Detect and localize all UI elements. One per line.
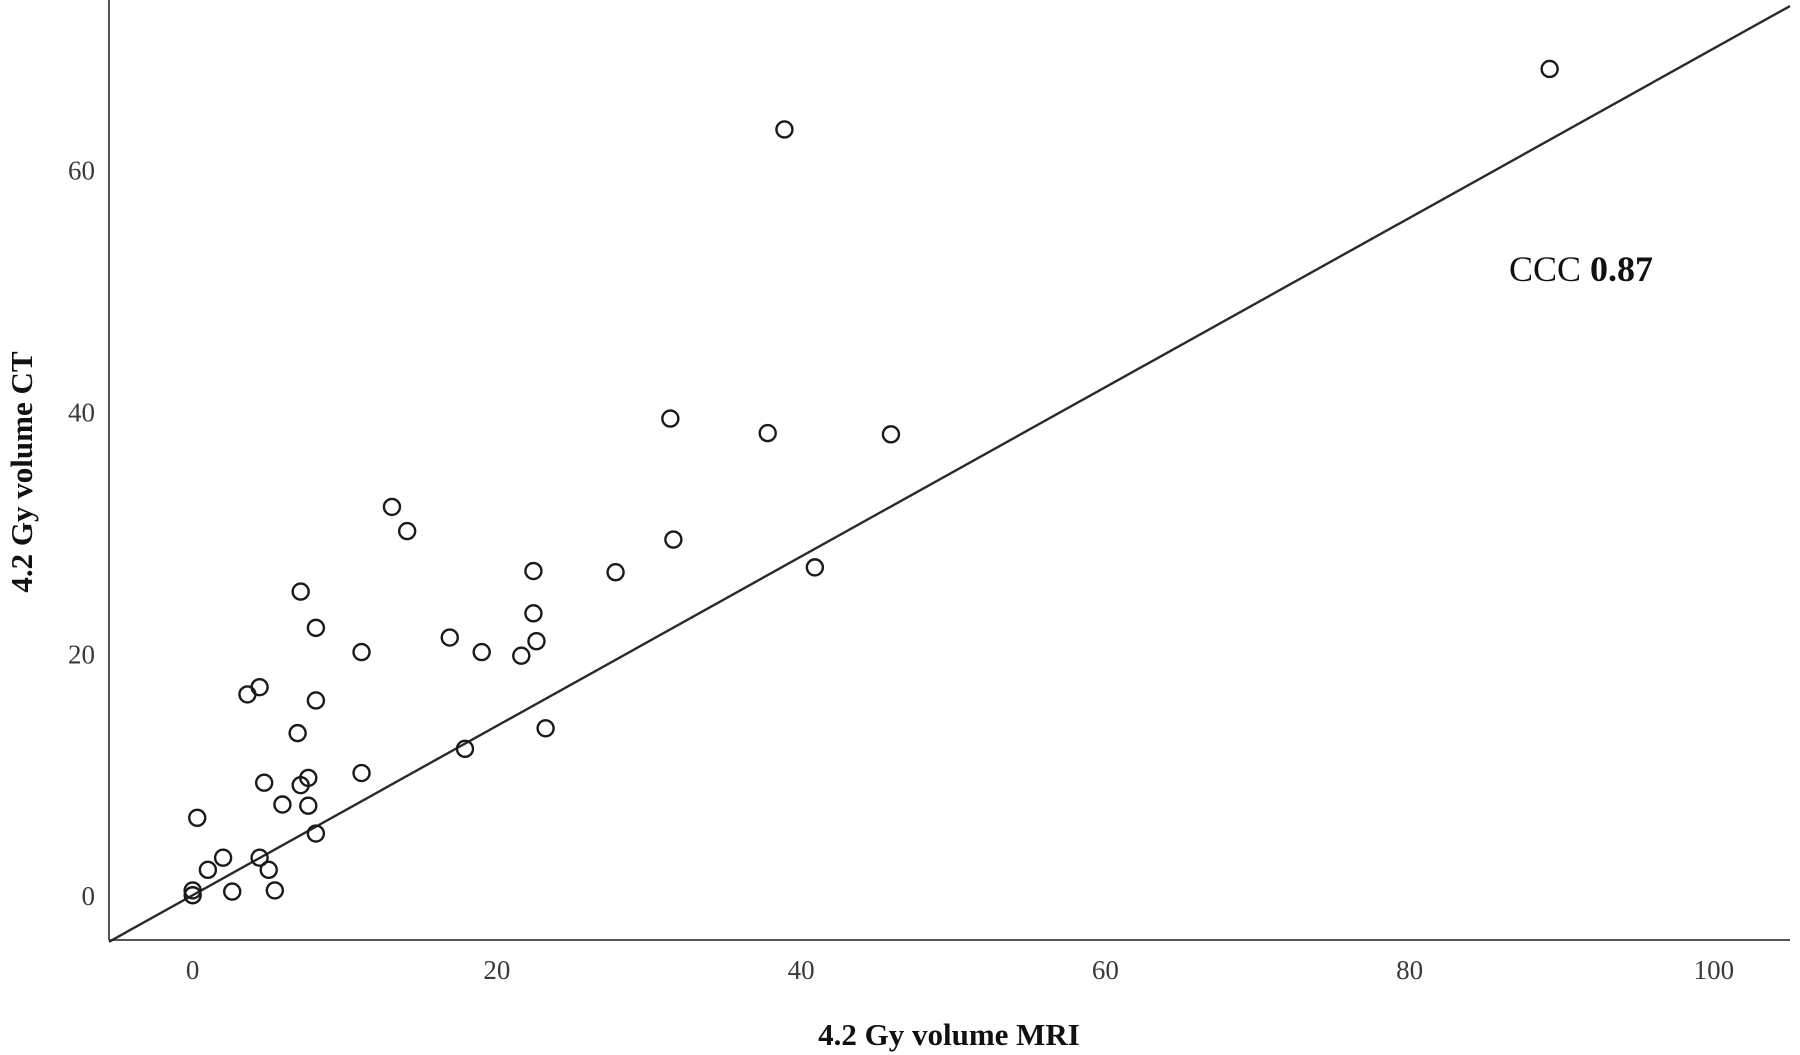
data-point [291, 582, 310, 601]
x-tick-label: 100 [1694, 955, 1735, 985]
data-points [183, 59, 1559, 905]
data-point [881, 425, 901, 444]
data-point [273, 795, 292, 814]
data-point [352, 642, 371, 662]
ccc-annotation-value: 0.87 [1590, 249, 1653, 289]
data-point [524, 561, 543, 581]
y-tick-labels: 0 20 40 60 [68, 155, 95, 911]
ccc-reference-line [108, 5, 1791, 943]
data-point [306, 824, 326, 843]
x-tick-label: 60 [1092, 955, 1119, 985]
data-point [306, 691, 326, 710]
data-point [524, 604, 543, 623]
x-tick-label: 80 [1396, 955, 1423, 985]
data-point [183, 886, 202, 905]
data-point [183, 881, 202, 900]
y-tick-label: 40 [68, 397, 95, 427]
data-point [306, 618, 326, 638]
data-point [527, 631, 546, 651]
data-point [198, 860, 218, 880]
x-axis-title: 4.2 Gy volume MRI [818, 1017, 1080, 1052]
x-tick-label: 40 [788, 955, 815, 985]
data-point [288, 723, 307, 743]
x-tick-label: 0 [186, 955, 200, 985]
data-point [512, 646, 531, 665]
x-tick-label: 20 [483, 955, 510, 985]
data-point [536, 719, 555, 738]
data-point [250, 677, 269, 697]
data-point [455, 739, 475, 759]
y-tick-label: 0 [82, 881, 96, 911]
data-point [291, 775, 310, 795]
y-tick-label: 20 [68, 639, 95, 669]
data-point [265, 881, 285, 900]
data-point [259, 860, 278, 880]
data-point [440, 628, 459, 647]
ccc-annotation-label: CCC [1509, 249, 1590, 289]
y-axis-title: 4.2 Gy volume CT [4, 351, 39, 592]
x-tick-labels: 0 20 40 60 80 100 [186, 955, 1734, 985]
data-point [1540, 59, 1559, 79]
data-point [223, 882, 242, 901]
data-point [254, 773, 274, 792]
data-point [299, 796, 318, 815]
data-point [213, 848, 233, 867]
data-point [606, 563, 625, 582]
axes [108, 0, 1790, 941]
data-point [472, 642, 491, 662]
data-point [775, 120, 794, 139]
data-point [382, 497, 402, 517]
data-point [397, 521, 417, 541]
data-point [805, 558, 825, 577]
data-point [661, 409, 680, 428]
data-point [238, 685, 257, 704]
ccc-annotation: CCC 0.87 [1509, 249, 1653, 289]
data-point [758, 423, 777, 443]
data-point [250, 848, 269, 867]
data-point [188, 808, 207, 828]
y-tick-label: 60 [68, 155, 95, 185]
data-point [352, 763, 371, 783]
data-point [664, 530, 683, 549]
